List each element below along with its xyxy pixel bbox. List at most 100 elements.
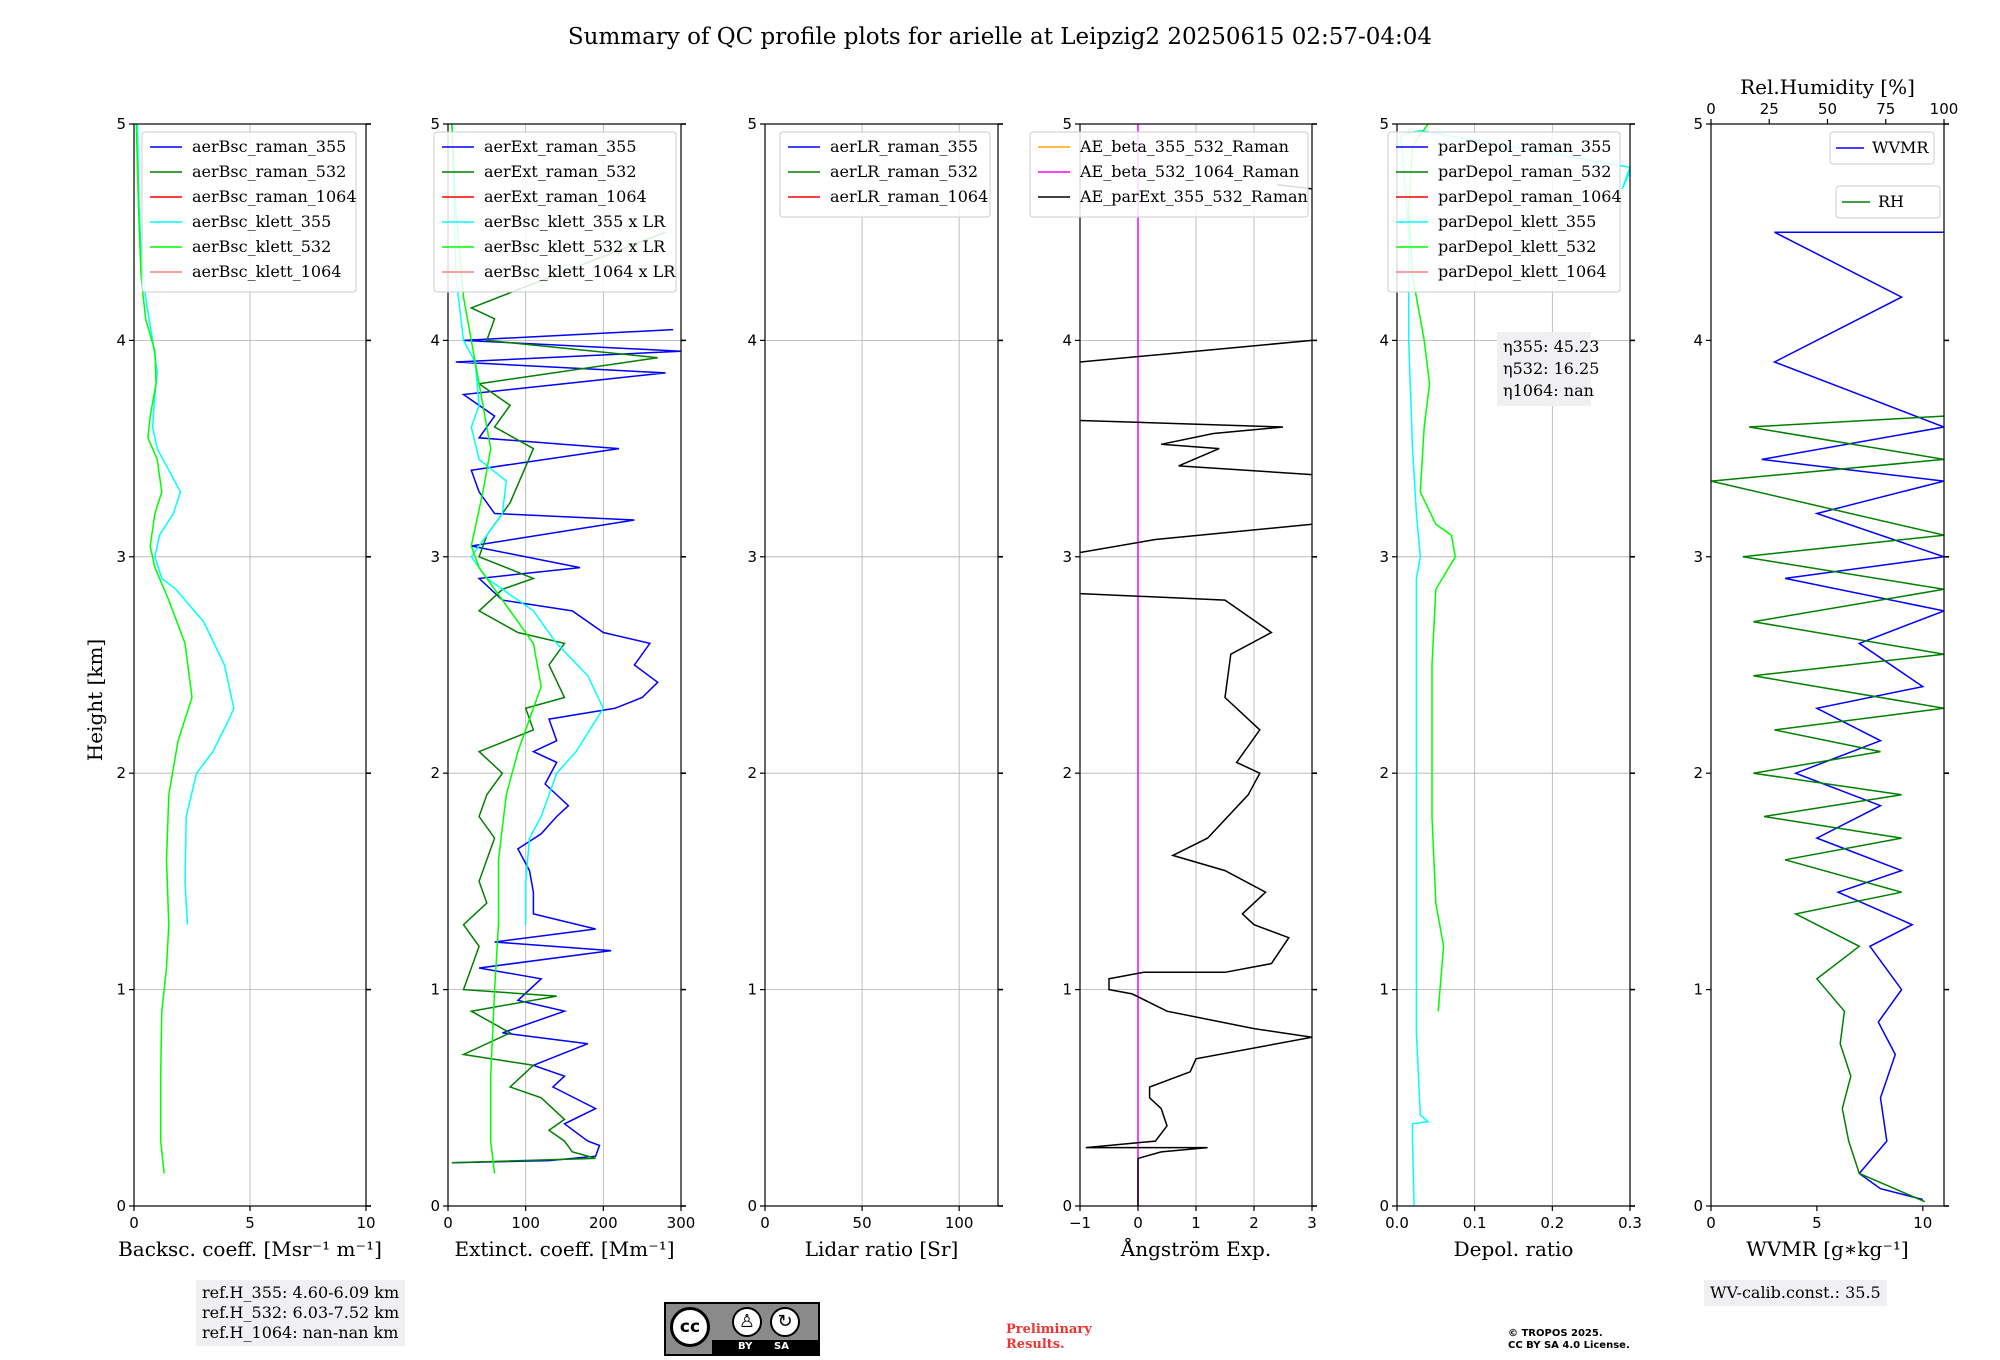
y-tick-label: 0 — [430, 1197, 440, 1215]
legend-label: aerExt_raman_355 — [484, 137, 637, 156]
legend-label: aerLR_raman_532 — [830, 162, 978, 181]
x-tick-label: 0.2 — [1540, 1214, 1564, 1232]
y-tick-label: 1 — [1062, 981, 1072, 999]
eta-annotation-line: η355: 45.23 — [1503, 337, 1599, 356]
y-tick-label: 5 — [430, 115, 440, 133]
legend-box — [1835, 185, 1941, 219]
refh-line-532: ref.H_532: 6.03-7.52 km — [202, 1303, 400, 1322]
legend-label: parDepol_klett_355 — [1438, 212, 1596, 231]
y-tick-label: 5 — [1062, 115, 1072, 133]
legend-label: WVMR — [1872, 138, 1929, 157]
series-line — [1400, 129, 1630, 1206]
legend-label: aerBsc_klett_1064 — [192, 262, 341, 281]
preliminary-line-1: Preliminary — [1006, 1322, 1092, 1337]
y-tick-label: 0 — [1379, 1197, 1389, 1215]
wv-calib-box: WV-calib.const.: 35.5 — [1704, 1280, 1887, 1306]
y-tick-label: 4 — [1062, 331, 1072, 349]
y-tick-label: 3 — [1693, 548, 1703, 566]
y-tick-label: 5 — [747, 115, 757, 133]
x-tick-label: 50 — [853, 1214, 872, 1232]
legend-label: aerLR_raman_1064 — [830, 187, 988, 206]
panel-depol: 0 1 2 3 4 5 0.0 0.1 0.2 0.3 Depol. ratio parDepol_r… — [1379, 115, 1641, 1261]
x-tick-label: 0.0 — [1385, 1214, 1409, 1232]
top-x-tick-label: 0 — [1706, 100, 1716, 118]
axes-frame — [764, 123, 999, 1207]
top-x-tick-label: 100 — [1930, 100, 1959, 118]
share-alike-icon: ↻ — [770, 1307, 800, 1337]
legend-box — [141, 131, 357, 293]
legend-box — [779, 131, 991, 218]
x-axis-label: Lidar ratio [Sr] — [805, 1237, 959, 1261]
legend-label: parDepol_raman_1064 — [1438, 187, 1622, 206]
y-tick-label: 4 — [430, 331, 440, 349]
legend-label: AE_parExt_355_532_Raman — [1079, 187, 1308, 206]
x-tick-label: 0 — [1706, 1214, 1716, 1232]
legend-label: parDepol_raman_532 — [1438, 162, 1611, 181]
axes-frame — [447, 123, 682, 1207]
legend-label: aerBsc_klett_532 x LR — [484, 237, 666, 256]
y-tick-label: 1 — [1379, 981, 1389, 999]
y-tick-label: 3 — [116, 548, 126, 566]
copyright-line-2: CC BY SA 4.0 License. — [1508, 1340, 1630, 1351]
x-tick-label: 0.1 — [1463, 1214, 1487, 1232]
top-x-tick-label: 25 — [1760, 100, 1779, 118]
legend-label: parDepol_raman_355 — [1438, 137, 1611, 156]
y-tick-label: 5 — [116, 115, 126, 133]
series-line — [1080, 419, 1312, 476]
panel-backscatter: 0 1 2 3 4 5 0 5 10 Backsc. coeff. [Msr⁻¹ m⁻¹] aerB… — [116, 115, 381, 1261]
series-line — [135, 124, 193, 1174]
cc-icon: cc — [670, 1307, 710, 1347]
legend-label: AE_beta_532_1064_Raman — [1079, 162, 1299, 181]
x-tick-label: 2 — [1249, 1214, 1259, 1232]
reference-height-box: ref.H_355: 4.60-6.09 km ref.H_532: 6.03-… — [196, 1280, 406, 1346]
x-axis-label: WVMR [g∗kg⁻¹] — [1746, 1237, 1908, 1261]
by-label: BY — [738, 1341, 753, 1352]
y-tick-label: 4 — [116, 331, 126, 349]
x-tick-label: 1 — [1191, 1214, 1201, 1232]
legend-label: parDepol_klett_1064 — [1438, 262, 1607, 281]
legend-label: aerBsc_klett_355 — [192, 212, 331, 231]
y-tick-label: 0 — [1062, 1197, 1072, 1215]
refh-line-355: ref.H_355: 4.60-6.09 km — [202, 1283, 400, 1302]
y-tick-label: 2 — [747, 764, 757, 782]
x-axis-label: Extinct. coeff. [Mm⁻¹] — [454, 1237, 674, 1261]
axes-frame — [1396, 123, 1631, 1207]
copyright-note: © TROPOS 2025. CC BY SA 4.0 License. — [1508, 1328, 1630, 1352]
series-line — [451, 328, 681, 1164]
eta-annotation-box — [1497, 332, 1591, 406]
series-line — [451, 124, 542, 1174]
top-x-tick-label: 75 — [1876, 100, 1895, 118]
x-tick-label: 0 — [1133, 1214, 1143, 1232]
legend-label: aerLR_raman_355 — [830, 137, 978, 156]
y-tick-label: 0 — [116, 1197, 126, 1215]
legend-label: RH — [1878, 192, 1904, 211]
y-tick-label: 3 — [1062, 548, 1072, 566]
series-line — [1711, 415, 1944, 1203]
legend-box — [1029, 131, 1309, 218]
series-line — [1080, 339, 1312, 363]
y-tick-label: 3 — [1379, 548, 1389, 566]
series-line — [1080, 592, 1312, 1206]
y-tick-label: 5 — [1693, 115, 1703, 133]
y-tick-label: 2 — [1693, 764, 1703, 782]
legend-box — [1387, 131, 1621, 293]
sa-label: SA — [774, 1341, 789, 1352]
y-tick-label: 1 — [1693, 981, 1703, 999]
y-tick-label: 1 — [116, 981, 126, 999]
legend-box — [1829, 131, 1935, 165]
top-x-axis-label: Rel.Humidity [%] — [1740, 75, 1915, 99]
legend-label: aerExt_raman_1064 — [484, 187, 647, 206]
y-tick-label: 4 — [1693, 331, 1703, 349]
panel-extinction: 0 1 2 3 4 5 0 100 200 300 Extinct. coeff. [Mm⁻¹] ae… — [430, 115, 695, 1261]
x-tick-label: 10 — [1913, 1214, 1932, 1232]
x-axis-label: Ångström Exp. — [1120, 1236, 1271, 1261]
badge-strip: BY SA — [712, 1340, 818, 1354]
legend-label: parDepol_klett_532 — [1438, 237, 1596, 256]
series-line — [1080, 523, 1312, 554]
y-tick-label: 2 — [1379, 764, 1389, 782]
x-tick-label: 200 — [589, 1214, 618, 1232]
